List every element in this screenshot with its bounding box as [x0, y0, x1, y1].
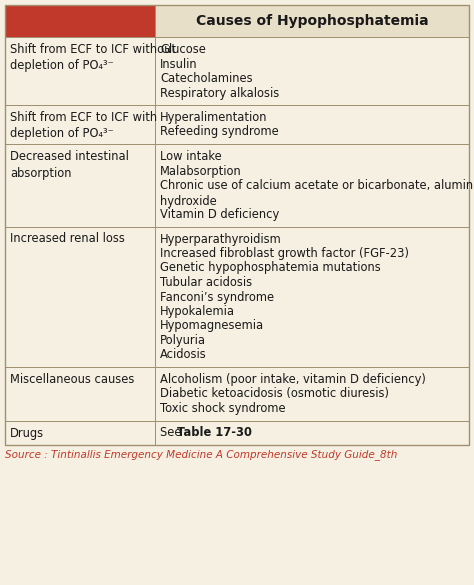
Text: Fanconi’s syndrome: Fanconi’s syndrome — [160, 291, 274, 304]
Text: Hypomagnesemia: Hypomagnesemia — [160, 319, 264, 332]
Text: Polyuria: Polyuria — [160, 334, 206, 347]
Bar — [5, 144, 155, 226]
Bar — [155, 421, 469, 445]
Bar — [155, 37, 469, 105]
Text: Hypokalemia: Hypokalemia — [160, 305, 235, 318]
Text: Genetic hypophosphatemia mutations: Genetic hypophosphatemia mutations — [160, 261, 381, 274]
Bar — [5, 105, 155, 144]
Bar — [155, 226, 469, 367]
Text: Decreased intestinal
absorption: Decreased intestinal absorption — [10, 150, 129, 180]
Text: Insulin: Insulin — [160, 57, 198, 71]
Bar — [5, 5, 155, 37]
Text: Catecholamines: Catecholamines — [160, 72, 253, 85]
Text: Source : Tintinallis Emergency Medicine A Comprehensive Study Guide_8th: Source : Tintinallis Emergency Medicine … — [5, 449, 397, 460]
Bar — [155, 105, 469, 144]
Text: Increased renal loss: Increased renal loss — [10, 232, 125, 246]
Text: Chronic use of calcium acetate or bicarbonate, aluminum
hydroxide: Chronic use of calcium acetate or bicarb… — [160, 179, 474, 208]
Text: Diabetic ketoacidosis (osmotic diuresis): Diabetic ketoacidosis (osmotic diuresis) — [160, 387, 389, 401]
Text: Vitamin D deficiency: Vitamin D deficiency — [160, 208, 279, 221]
Text: Drugs: Drugs — [10, 426, 44, 439]
Bar — [5, 37, 155, 105]
Text: Alcoholism (poor intake, vitamin D deficiency): Alcoholism (poor intake, vitamin D defic… — [160, 373, 426, 386]
Text: Glucose: Glucose — [160, 43, 206, 56]
Text: See: See — [160, 426, 185, 439]
Text: Miscellaneous causes: Miscellaneous causes — [10, 373, 134, 386]
Bar — [155, 367, 469, 421]
Bar — [155, 5, 469, 37]
Bar — [5, 421, 155, 445]
Text: Malabsorption: Malabsorption — [160, 164, 242, 177]
Text: Table 17-30: Table 17-30 — [177, 426, 252, 439]
Bar — [5, 226, 155, 367]
Text: Shift from ECF to ICF with
depletion of PO₄³⁻: Shift from ECF to ICF with depletion of … — [10, 111, 157, 140]
Text: Low intake: Low intake — [160, 150, 222, 163]
Text: Hyperalimentation: Hyperalimentation — [160, 111, 267, 124]
Text: Increased fibroblast growth factor (FGF-23): Increased fibroblast growth factor (FGF-… — [160, 247, 409, 260]
Text: Tubular acidosis: Tubular acidosis — [160, 276, 252, 289]
Text: Shift from ECF to ICF without
depletion of PO₄³⁻: Shift from ECF to ICF without depletion … — [10, 43, 176, 73]
Text: Refeeding syndrome: Refeeding syndrome — [160, 126, 279, 139]
Text: Respiratory alkalosis: Respiratory alkalosis — [160, 87, 279, 99]
Bar — [5, 367, 155, 421]
Text: Toxic shock syndrome: Toxic shock syndrome — [160, 402, 286, 415]
Bar — [155, 144, 469, 226]
Text: Causes of Hypophosphatemia: Causes of Hypophosphatemia — [196, 14, 428, 28]
Text: Hyperparathyroidism: Hyperparathyroidism — [160, 232, 282, 246]
Bar — [5, 5, 469, 445]
Text: Acidosis: Acidosis — [160, 349, 207, 362]
